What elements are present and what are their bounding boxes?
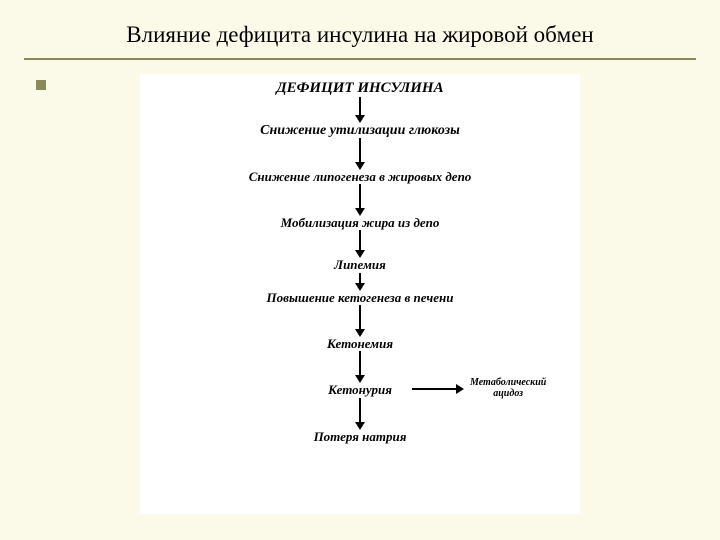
- slide-bullet: [36, 80, 46, 90]
- arrow-right-icon: [412, 384, 464, 394]
- arrow-down-icon: [355, 305, 365, 337]
- flowchart-panel: ДЕФИЦИТ ИНСУЛИНА Снижение утилизации глюк…: [140, 74, 580, 514]
- title-underline: [24, 58, 696, 60]
- flow-node-n5: Повышение кетогенеза в печени: [267, 291, 454, 305]
- flow-node-n8: Потеря натрия: [314, 430, 407, 444]
- side-node-line2: ацидоз: [470, 389, 546, 400]
- side-node-acidosis: Метаболический ацидоз: [470, 378, 546, 399]
- flow-node-n3: Мобилизация жира из депо: [281, 216, 440, 230]
- flow-node-n1: Снижение утилизации глюкозы: [260, 123, 460, 138]
- arrow-down-icon: [355, 273, 365, 291]
- arrow-down-icon: [355, 97, 365, 123]
- arrow-down-icon: [355, 230, 365, 258]
- flow-node-n2: Снижение липогенеза в жировых депо: [249, 170, 472, 184]
- flow-node-n4: Липемия: [334, 258, 386, 272]
- flow-node-n7: Кетонурия: [328, 383, 392, 397]
- arrow-down-icon: [355, 184, 365, 216]
- flowchart-side-branch: Метаболический ацидоз: [412, 378, 546, 399]
- arrow-down-icon: [355, 138, 365, 170]
- arrow-down-icon: [355, 398, 365, 430]
- arrow-down-icon: [355, 351, 365, 383]
- page-title: Влияние дефицита инсулина на жировой обм…: [0, 22, 720, 48]
- side-node-line1: Метаболический: [470, 378, 546, 389]
- flow-node-n0: ДЕФИЦИТ ИНСУЛИНА: [276, 80, 443, 97]
- flow-node-n6: Кетонемия: [327, 337, 393, 351]
